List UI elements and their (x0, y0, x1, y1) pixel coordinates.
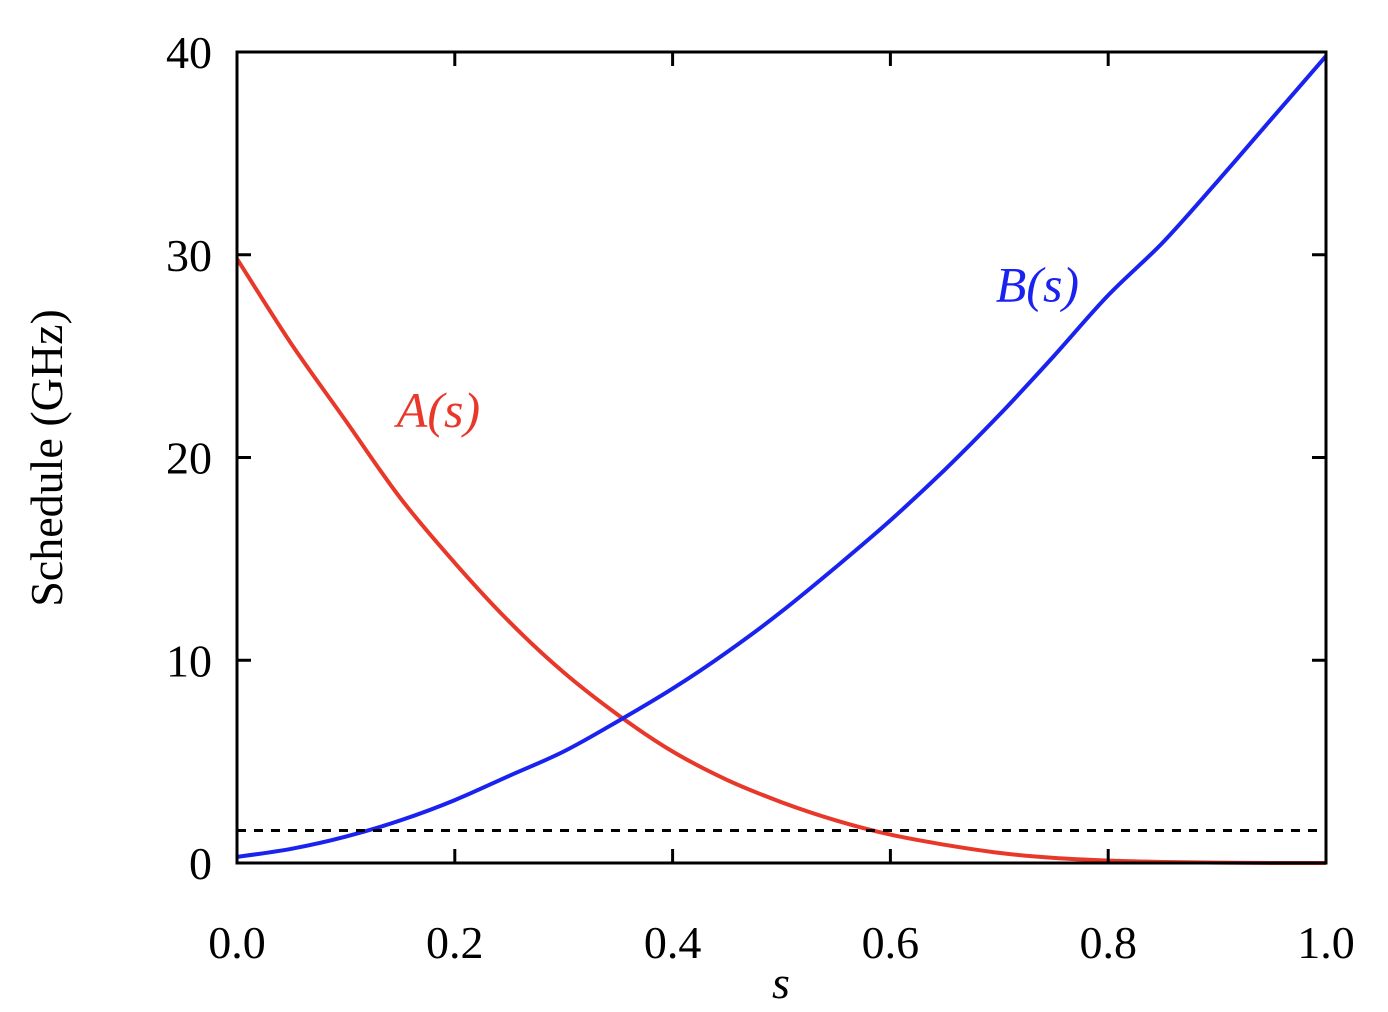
series-line-b (236, 54, 1328, 859)
y-axis-title: Schedule (GHz) (21, 309, 72, 607)
y-tick-label: 40 (166, 27, 212, 78)
y-tick-label: 30 (166, 230, 212, 281)
series-annotation-b: B(s) (996, 256, 1079, 312)
y-tick-label: 10 (166, 635, 212, 686)
x-tick-label: 0.8 (1079, 917, 1137, 968)
series-line-a (235, 257, 1327, 866)
series-layer (235, 54, 1328, 866)
x-tick-label: 0.6 (862, 917, 920, 968)
x-tick-label: 0.2 (426, 917, 484, 968)
labels-layer: 0.0 0.2 0.4 0.6 0.8 1.0 0 10 20 30 40 (166, 27, 1355, 968)
y-tick-label: 0 (189, 838, 212, 889)
y-tick-label: 20 (166, 433, 212, 484)
x-tick-label: 0.0 (208, 917, 266, 968)
annotation-layer: A(s) B(s) (394, 256, 1079, 438)
x-axis-title: s (772, 957, 790, 1008)
ticks-layer (235, 50, 1328, 865)
x-tick-label: 1.0 (1297, 917, 1355, 968)
x-tick-label: 0.4 (644, 917, 702, 968)
series-annotation-a: A(s) (394, 382, 480, 438)
plot-frame (235, 50, 1328, 865)
